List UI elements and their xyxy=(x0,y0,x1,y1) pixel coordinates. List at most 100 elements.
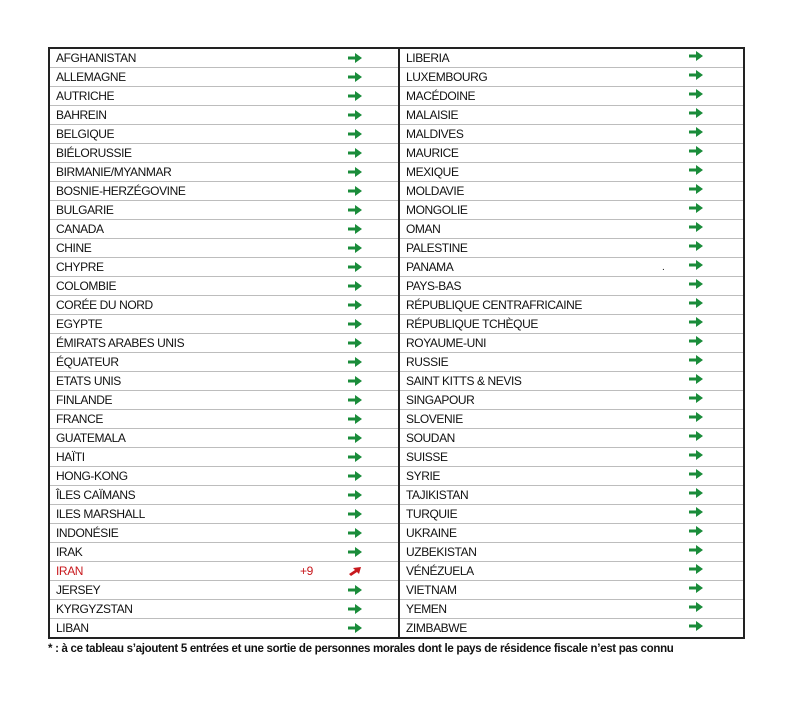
arrow-right-icon xyxy=(689,526,703,536)
table-row: ROYAUME-UNI xyxy=(400,334,743,353)
country-name: FRANCE xyxy=(56,412,103,426)
country-name: LIBERIA xyxy=(406,51,450,65)
table-row: MALAISIE xyxy=(400,106,743,125)
country-name: VÉNÉZUELA xyxy=(406,564,474,578)
arrow-right-icon xyxy=(348,319,362,329)
change-value: +9 xyxy=(300,564,313,578)
table-row: BIRMANIE/MYANMAR xyxy=(50,163,398,182)
country-name: MOLDAVIE xyxy=(406,184,464,198)
country-name: RÉPUBLIQUE TCHÈQUE xyxy=(406,317,538,331)
country-name: KYRGYZSTAN xyxy=(56,602,133,616)
country-name: RÉPUBLIQUE CENTRAFRICAINE xyxy=(406,298,583,312)
country-name: HAÏTI xyxy=(56,450,85,464)
country-name: FINLANDE xyxy=(56,393,113,407)
table-row: FRANCE xyxy=(50,410,398,429)
country-name: BIRMANIE/MYANMAR xyxy=(56,165,172,179)
arrow-right-icon xyxy=(689,450,703,460)
table-row: TURQUIE xyxy=(400,505,743,524)
table-row: YEMEN xyxy=(400,600,743,619)
arrow-right-icon xyxy=(348,623,362,633)
arrow-right-icon xyxy=(348,110,362,120)
table-row: SAINT KITTS & NEVIS xyxy=(400,372,743,391)
table-row: FINLANDE xyxy=(50,391,398,410)
country-name: MALAISIE xyxy=(406,108,459,122)
arrow-right-icon xyxy=(348,53,362,63)
country-name: ZIMBABWE xyxy=(406,621,467,635)
arrow-right-icon xyxy=(689,488,703,498)
arrow-right-icon xyxy=(689,89,703,99)
table-row: TAJIKISTAN xyxy=(400,486,743,505)
country-name: INDONÉSIE xyxy=(56,526,119,540)
table-row: HONG-KONG xyxy=(50,467,398,486)
arrow-right-icon xyxy=(689,602,703,612)
country-name: SOUDAN xyxy=(406,431,455,445)
country-name: EGYPTE xyxy=(56,317,103,331)
arrow-right-icon xyxy=(348,205,362,215)
country-name: ÉQUATEUR xyxy=(56,355,119,369)
left-column: AFGHANISTAN ALLEMAGNE AUTRICHE BAHREIN BELGI… xyxy=(50,49,400,637)
country-name: BULGARIE xyxy=(56,203,114,217)
table-row: BOSNIE-HERZÉGOVINE xyxy=(50,182,398,201)
table-row: COLOMBIE xyxy=(50,277,398,296)
country-name: CANADA xyxy=(56,222,104,236)
arrow-right-icon xyxy=(689,108,703,118)
country-name: CHINE xyxy=(56,241,92,255)
arrow-right-icon xyxy=(689,184,703,194)
table-row: UZBEKISTAN xyxy=(400,543,743,562)
table-row: UKRAINE xyxy=(400,524,743,543)
table-row: CORÉE DU NORD xyxy=(50,296,398,315)
country-name: AFGHANISTAN xyxy=(56,51,137,65)
country-name: LUXEMBOURG xyxy=(406,70,488,84)
country-name: BIÉLORUSSIE xyxy=(56,146,132,160)
table-row: RUSSIE xyxy=(400,353,743,372)
country-name: ÉMIRATS ARABES UNIS xyxy=(56,336,185,350)
table-row: PALESTINE xyxy=(400,239,743,258)
table-row: SUISSE xyxy=(400,448,743,467)
table-row: MEXIQUE xyxy=(400,163,743,182)
arrow-right-icon xyxy=(348,604,362,614)
table-row: LIBERIA xyxy=(400,49,743,68)
mark: . xyxy=(662,261,665,273)
arrow-right-icon xyxy=(348,72,362,82)
right-column: LIBERIA LUXEMBOURG MACÉDOINE MALAISIE MALDIV… xyxy=(400,49,743,637)
table-row: OMAN xyxy=(400,220,743,239)
country-name: RUSSIE xyxy=(406,355,449,369)
table-row: SINGAPOUR xyxy=(400,391,743,410)
table-row: MALDIVES xyxy=(400,125,743,144)
table-row: PAYS-BAS xyxy=(400,277,743,296)
arrow-right-icon xyxy=(689,469,703,479)
country-name: SLOVENIE xyxy=(406,412,463,426)
country-name: ROYAUME-UNI xyxy=(406,336,487,350)
country-name: VIETNAM xyxy=(406,583,457,597)
country-name: YEMEN xyxy=(406,602,447,616)
country-name: SYRIE xyxy=(406,469,441,483)
table-row: INDONÉSIE xyxy=(50,524,398,543)
table-row: ETATS UNIS xyxy=(50,372,398,391)
country-name: TURQUIE xyxy=(406,507,458,521)
arrow-right-icon xyxy=(348,186,362,196)
arrow-right-icon xyxy=(348,376,362,386)
arrow-right-icon xyxy=(348,262,362,272)
country-name: PALESTINE xyxy=(406,241,468,255)
table-row: SYRIE xyxy=(400,467,743,486)
table-row: VIETNAM xyxy=(400,581,743,600)
arrow-right-icon xyxy=(348,528,362,538)
country-name: IRAK xyxy=(56,545,83,559)
country-name: MALDIVES xyxy=(406,127,464,141)
arrow-right-icon xyxy=(348,91,362,101)
arrow-right-icon xyxy=(348,148,362,158)
table-row: KYRGYZSTAN xyxy=(50,600,398,619)
arrow-right-icon xyxy=(689,564,703,574)
country-name: AUTRICHE xyxy=(56,89,115,103)
table-row: ÉQUATEUR xyxy=(50,353,398,372)
country-name: UZBEKISTAN xyxy=(406,545,477,559)
table-row: CANADA xyxy=(50,220,398,239)
country-name: MONGOLIE xyxy=(406,203,468,217)
table-row: CHYPRE xyxy=(50,258,398,277)
country-name: BOSNIE-HERZÉGOVINE xyxy=(56,184,186,198)
table-row: IRAN +9 xyxy=(50,562,398,581)
arrow-right-icon xyxy=(348,338,362,348)
arrow-right-icon xyxy=(689,374,703,384)
country-name: HONG-KONG xyxy=(56,469,128,483)
arrow-right-icon xyxy=(348,395,362,405)
